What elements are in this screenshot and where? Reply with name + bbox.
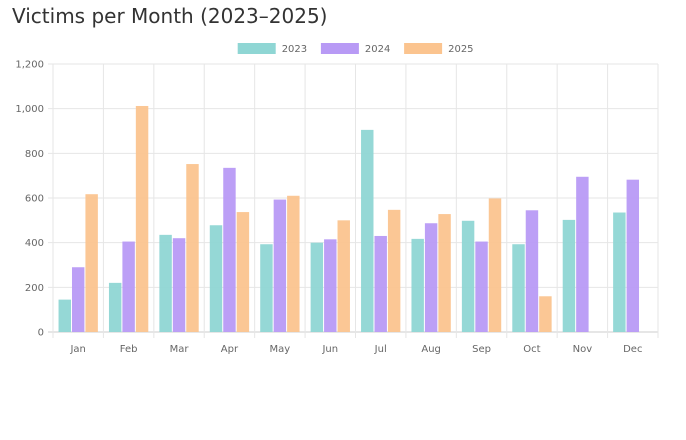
- bar-2024-aug[interactable]: [424, 223, 438, 332]
- bars: [58, 105, 640, 332]
- x-tick-label: Dec: [623, 344, 642, 355]
- bar-2024-dec[interactable]: [626, 179, 640, 332]
- bar-2024-jan[interactable]: [71, 267, 85, 332]
- bar-2023-jul[interactable]: [361, 129, 374, 332]
- y-tick-label: 0: [38, 328, 44, 339]
- bar-2023-feb[interactable]: [108, 282, 122, 332]
- bar-2023-aug[interactable]: [411, 238, 424, 332]
- bar-2025-apr[interactable]: [236, 212, 250, 332]
- chart-title: Victims per Month (2023–2025): [12, 4, 328, 28]
- y-tick-label: 800: [25, 149, 44, 160]
- bar-2025-oct[interactable]: [539, 296, 552, 332]
- bar-2024-sep[interactable]: [475, 241, 488, 332]
- x-tick-label: Jan: [69, 344, 85, 355]
- bar-2024-oct[interactable]: [525, 210, 539, 332]
- legend-swatch: [404, 43, 443, 54]
- y-tick-label: 1,200: [15, 60, 44, 71]
- bar-2025-may[interactable]: [287, 195, 300, 332]
- legend-label: 2025: [448, 44, 473, 55]
- bar-2025-jan[interactable]: [85, 194, 98, 332]
- y-tick-label: 400: [25, 238, 44, 249]
- legend-item-2023[interactable]: 2023: [237, 43, 307, 55]
- legend-label: 2024: [365, 44, 390, 55]
- bar-2023-sep[interactable]: [461, 220, 475, 332]
- x-tick-label: Feb: [120, 344, 138, 355]
- bar-2023-jan[interactable]: [58, 299, 71, 332]
- bar-2024-nov[interactable]: [576, 176, 589, 332]
- grid-lines: [48, 63, 659, 338]
- bar-2024-jun[interactable]: [324, 239, 337, 332]
- x-tick-label: Jul: [374, 344, 387, 355]
- x-tick-label: May: [270, 344, 291, 355]
- bar-2024-apr[interactable]: [223, 167, 236, 332]
- bar-2024-feb[interactable]: [122, 241, 135, 332]
- axes: 0 200 400 600 800 1,000 1,200 Jan Feb Mar Apr May Ju…: [15, 60, 642, 356]
- x-tick-label: Sep: [472, 344, 491, 355]
- bar-2024-mar[interactable]: [172, 238, 186, 332]
- x-tick-label: Mar: [170, 344, 190, 355]
- legend-swatch: [237, 43, 276, 54]
- x-tick-label: Nov: [573, 344, 593, 355]
- y-tick-label: 200: [25, 283, 44, 294]
- bar-2024-may[interactable]: [273, 199, 287, 332]
- legend-item-2025[interactable]: 2025: [404, 43, 474, 55]
- bar-2023-nov[interactable]: [562, 219, 576, 332]
- x-tick-label: Apr: [221, 344, 239, 355]
- bar-2025-mar[interactable]: [186, 164, 199, 332]
- bar-2023-mar[interactable]: [159, 234, 172, 332]
- bar-2023-may[interactable]: [260, 244, 273, 332]
- bar-2023-dec[interactable]: [613, 212, 626, 332]
- x-tick-label: Oct: [523, 344, 540, 355]
- bar-2025-jul[interactable]: [387, 209, 401, 332]
- y-tick-label: 600: [25, 194, 44, 205]
- legend-item-2024[interactable]: 2024: [320, 43, 390, 55]
- bar-2023-jun[interactable]: [310, 242, 324, 332]
- x-tick-label: Jun: [321, 344, 338, 355]
- bar-2025-jun[interactable]: [337, 220, 350, 332]
- bar-2025-sep[interactable]: [488, 198, 502, 332]
- bar-2024-jul[interactable]: [374, 235, 387, 332]
- y-tick-label: 1,000: [15, 104, 44, 115]
- bar-2025-feb[interactable]: [135, 105, 149, 332]
- legend[interactable]: 2023 2024 2025: [237, 43, 474, 55]
- bar-2025-aug[interactable]: [438, 214, 451, 332]
- x-tick-label: Aug: [421, 344, 441, 355]
- bar-2023-apr[interactable]: [209, 225, 223, 332]
- legend-swatch: [320, 43, 359, 54]
- bar-2023-oct[interactable]: [512, 244, 525, 332]
- legend-label: 2023: [282, 44, 307, 55]
